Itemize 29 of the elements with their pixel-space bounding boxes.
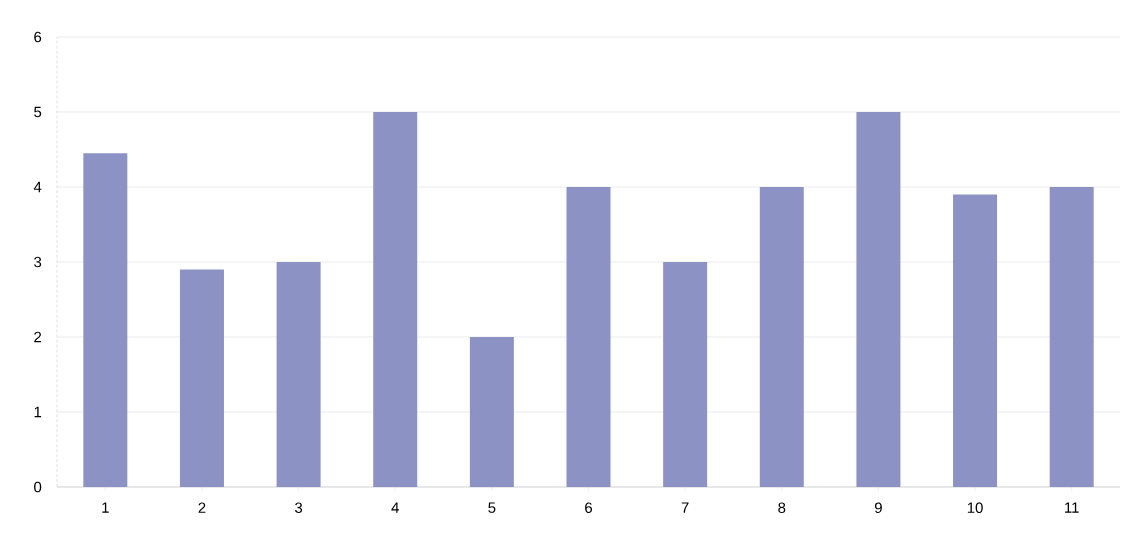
- x-tick-label: 10: [967, 502, 983, 514]
- bar: [373, 112, 418, 487]
- bar: [179, 269, 224, 487]
- bar: [663, 262, 708, 487]
- bar: [276, 262, 321, 487]
- bar: [566, 187, 611, 487]
- y-tick-label: 5: [34, 106, 42, 118]
- bar: [953, 194, 998, 487]
- x-tick-label: 8: [778, 502, 786, 514]
- x-tick-label: 6: [585, 502, 593, 514]
- y-tick-label: 4: [33, 181, 42, 193]
- bar: [1049, 187, 1094, 487]
- y-tick-label: 2: [34, 331, 42, 343]
- y-tick-label: 0: [34, 481, 42, 493]
- bar: [469, 337, 514, 487]
- x-tick-label: 5: [488, 502, 496, 513]
- x-tick-label: 7: [681, 502, 689, 513]
- bar: [83, 153, 128, 487]
- x-tick-label: 1: [102, 502, 109, 513]
- y-tick-label: 6: [34, 31, 42, 43]
- bar: [856, 112, 901, 487]
- x-tick-label: 3: [295, 502, 303, 514]
- x-tick-label: 9: [874, 502, 882, 514]
- y-tick-label: 3: [34, 256, 42, 268]
- bar: [759, 187, 804, 487]
- x-tick-label: 2: [198, 502, 206, 513]
- x-tick-label: 11: [1065, 502, 1079, 513]
- x-tick-label: 4: [391, 502, 399, 513]
- y-tick-label: 1: [34, 406, 42, 418]
